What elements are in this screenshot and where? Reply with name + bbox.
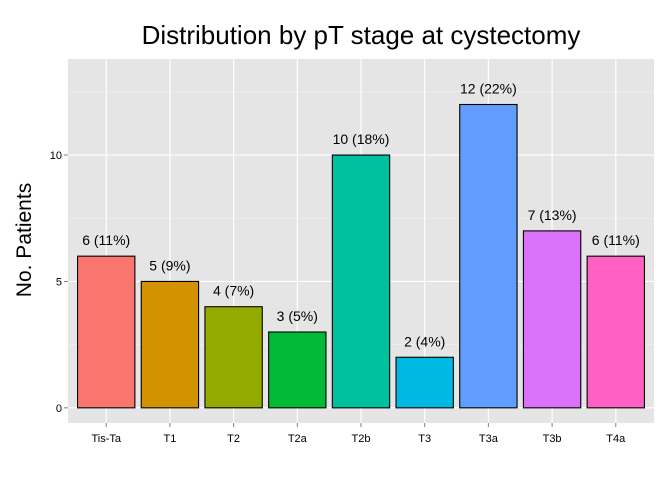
data-label-t4a: 6 (11%) — [592, 232, 640, 248]
data-label-t3b: 7 (13%) — [528, 207, 577, 223]
bar-t1 — [140, 280, 200, 409]
data-label-t2a: 3 (5%) — [277, 308, 318, 324]
bar-t2a — [268, 331, 327, 409]
bar-t2 — [204, 306, 263, 409]
x-tick-label: T3a — [479, 433, 499, 445]
data-label-tis-ta: 6 (11%) — [82, 232, 130, 248]
data-label-t2: 4 (7%) — [213, 283, 254, 299]
y-tick-label: 10 — [50, 150, 62, 162]
data-label-t1: 5 (9%) — [149, 257, 190, 273]
x-tick-label: T3b — [543, 433, 562, 445]
bar-tis-ta — [77, 255, 136, 409]
x-tick-label: T2a — [288, 433, 308, 445]
y-tick-label: 5 — [56, 276, 62, 288]
bars-layer — [77, 103, 645, 409]
x-tick-label: T2 — [227, 433, 240, 445]
bar-t3b — [522, 230, 582, 409]
x-tick-label: Tis-Ta — [91, 433, 121, 445]
x-tick-label: T4a — [606, 433, 626, 445]
bar-t2b — [331, 154, 391, 409]
data-label-t3: 2 (4%) — [404, 333, 445, 349]
bar-t4a — [586, 255, 645, 409]
chart-title: Distribution by pT stage at cystectomy — [142, 20, 581, 50]
y-tick-label: 0 — [56, 403, 62, 415]
x-tick-label: T1 — [163, 433, 176, 445]
data-label-t3a: 12 (22%) — [460, 81, 517, 97]
data-label-t2b: 10 (18%) — [333, 131, 390, 147]
x-tick-label: T3 — [418, 433, 431, 445]
bar-t3a — [459, 103, 518, 409]
bar-t3 — [395, 356, 454, 409]
axes: 0 5 10 Tis-Ta T1 T2 T2a T2b T3 T3a T3b T4a — [50, 150, 626, 445]
data-labels: 6 (11%) 5 (9%) 4 (7%) 3 (5%) 10 (18%) 2 (4%) 1… — [82, 81, 640, 350]
x-tick-label: T2b — [352, 433, 371, 445]
y-axis-label: No. Patients — [13, 183, 36, 297]
